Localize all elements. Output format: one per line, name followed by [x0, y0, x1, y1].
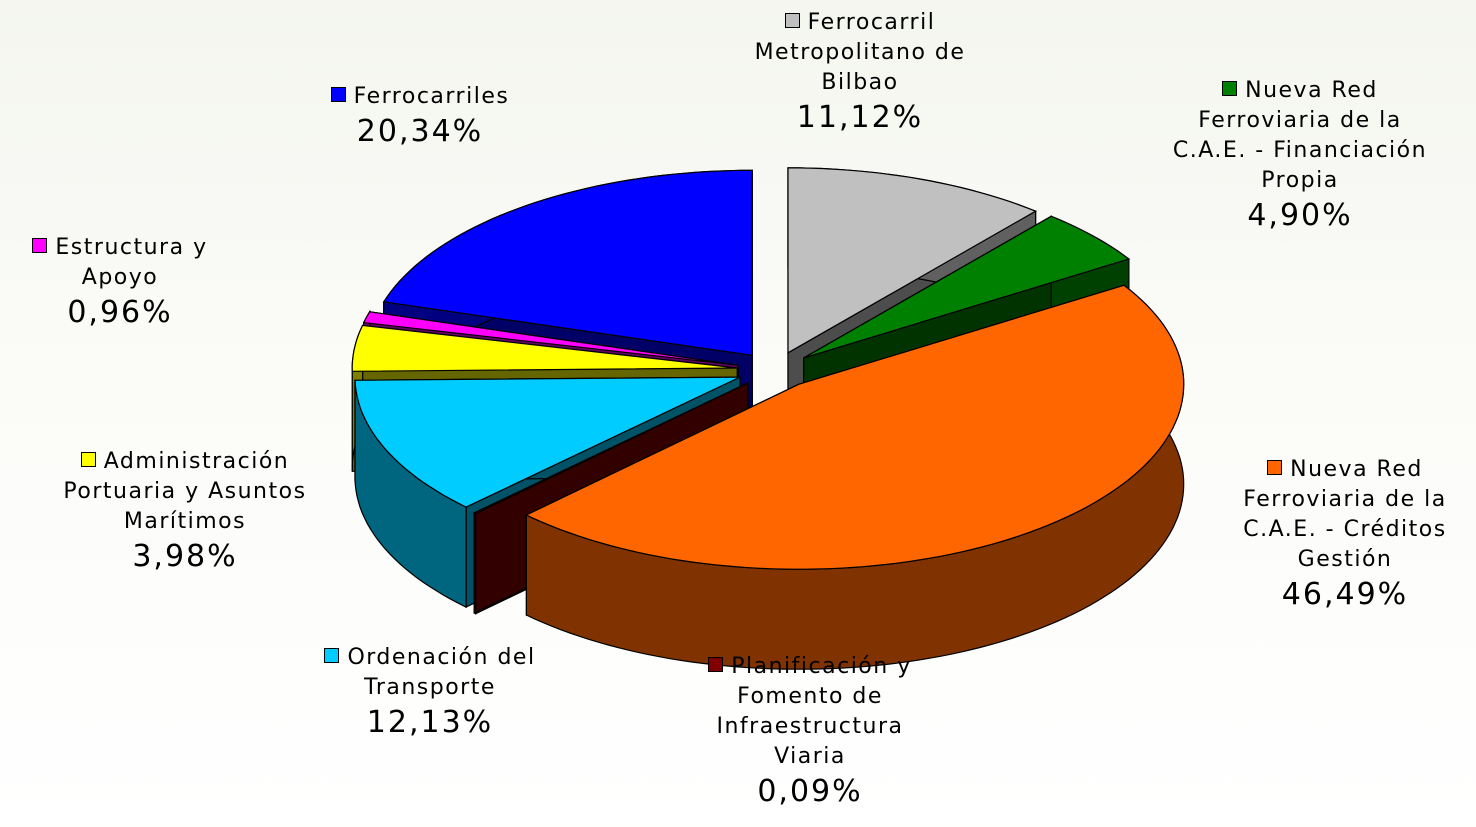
- data-label: Planificación y Fomento de Infraestructu…: [685, 652, 935, 812]
- legend-swatch: [81, 452, 96, 467]
- legend-entry: Estructura y Apoyo: [5, 233, 235, 293]
- legend-entry: Ferrocarriles: [295, 82, 545, 112]
- value-label: 20,34%: [295, 112, 545, 152]
- value-label: 12,13%: [295, 703, 565, 743]
- legend-swatch: [785, 13, 800, 28]
- category-name: Administración Portuaria y Asuntos Marít…: [63, 449, 306, 534]
- legend-entry: Ferrocarril Metropolitano de Bilbao: [730, 8, 990, 98]
- page: {"chart_data": {"type": "pie3d", "catego…: [0, 0, 1476, 827]
- legend-entry: Planificación y Fomento de Infraestructu…: [685, 652, 935, 772]
- legend-swatch: [331, 87, 346, 102]
- legend-entry: Nueva Red Ferroviaria de la C.A.E. - Cré…: [1210, 455, 1476, 575]
- category-name: Ferrocarriles: [354, 84, 510, 109]
- value-label: 0,09%: [685, 772, 935, 812]
- value-label: 11,12%: [730, 98, 990, 138]
- category-name: Planificación y Fomento de Infraestructu…: [716, 654, 911, 769]
- category-name: Estructura y Apoyo: [55, 235, 207, 290]
- legend-swatch: [1267, 460, 1282, 475]
- category-name: Nueva Red Ferroviaria de la C.A.E. - Fin…: [1173, 78, 1427, 193]
- data-label: Ferrocarriles 20,34%: [295, 82, 545, 152]
- data-label: Nueva Red Ferroviaria de la C.A.E. - Fin…: [1165, 76, 1435, 236]
- value-label: 4,90%: [1165, 196, 1435, 236]
- value-label: 3,98%: [25, 537, 345, 577]
- legend-entry: Nueva Red Ferroviaria de la C.A.E. - Fin…: [1165, 76, 1435, 196]
- value-label: 46,49%: [1210, 575, 1476, 615]
- legend-swatch: [32, 238, 47, 253]
- category-name: Ordenación del Transporte: [347, 645, 535, 700]
- value-label: 0,96%: [5, 293, 235, 333]
- slice-side: [474, 513, 476, 614]
- legend-swatch: [708, 657, 723, 672]
- legend-swatch: [324, 648, 339, 663]
- legend-swatch: [1222, 81, 1237, 96]
- data-label: Administración Portuaria y Asuntos Marít…: [25, 447, 345, 577]
- legend-entry: Ordenación del Transporte: [295, 643, 565, 703]
- legend-entry: Administración Portuaria y Asuntos Marít…: [25, 447, 345, 537]
- data-label: Nueva Red Ferroviaria de la C.A.E. - Cré…: [1210, 455, 1476, 615]
